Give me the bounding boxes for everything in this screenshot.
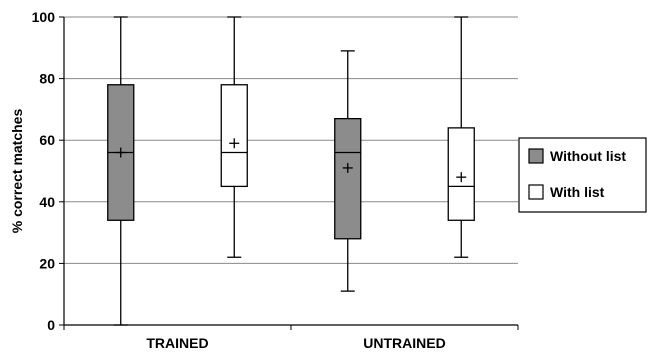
y-tick-label: 40 [39,194,55,210]
axes [59,16,519,330]
legend-label: With list [550,184,605,200]
y-tick-label: 20 [39,255,55,271]
legend-label: Without list [550,148,626,164]
legend-swatch [528,148,544,164]
box-plot-item [220,16,248,258]
box-plot-item [334,50,362,292]
y-tick-label: 0 [47,317,55,333]
boxes [107,16,475,326]
y-axis-title: % correct matches [9,109,25,234]
gridlines [64,16,518,264]
x-category-label: UNTRAINED [363,335,445,351]
iqr-box [220,84,248,188]
box-plot-item [107,16,135,326]
labels: 0 20 40 60 80 100 TRAINED UNTRAINED [32,9,446,351]
y-tick-label: 80 [39,71,55,87]
y-tick-label: 60 [39,132,55,148]
legend-swatch [528,184,544,200]
box-plot-item [447,16,475,258]
iqr-box [334,117,362,240]
x-category-label: TRAINED [146,335,208,351]
legend: Without list With list [518,137,647,213]
y-tick-label: 100 [32,9,56,25]
